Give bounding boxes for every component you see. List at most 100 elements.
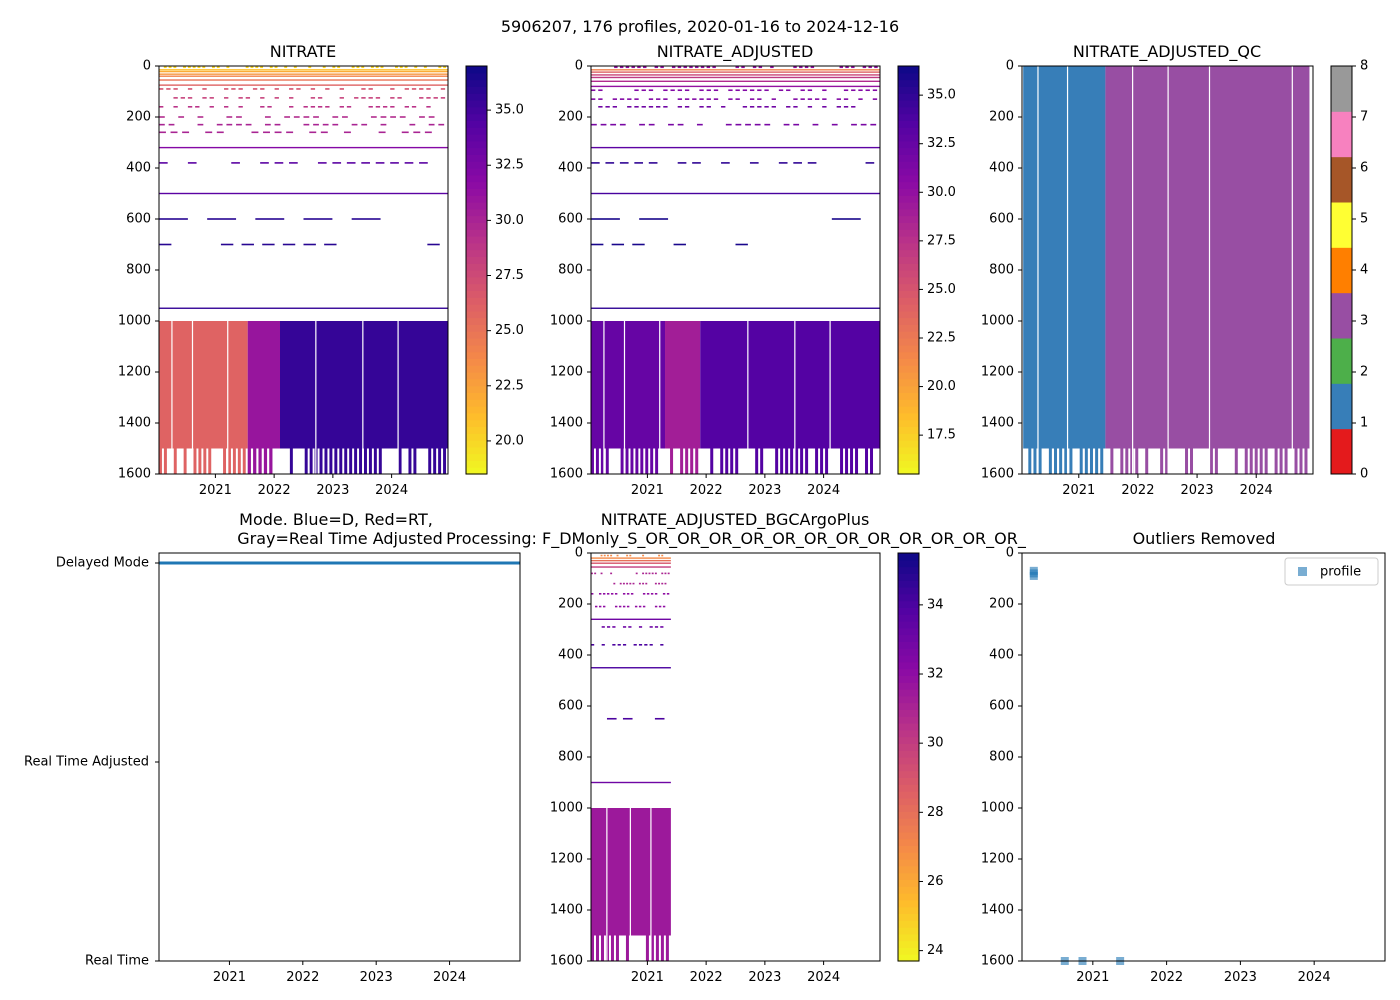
deep-tail xyxy=(433,448,437,474)
sample-dot xyxy=(598,98,603,100)
colorbar-tick-label: 32 xyxy=(927,667,944,682)
sample-dot xyxy=(749,106,755,108)
sample-dot xyxy=(159,131,166,134)
sample-dot xyxy=(695,66,699,69)
deep-tail xyxy=(650,448,654,474)
sample-dot xyxy=(159,243,172,246)
y-tick-label: 400 xyxy=(558,648,583,663)
sample-dot xyxy=(351,66,355,69)
qc-colorbar-tick-label: 3 xyxy=(1360,314,1368,329)
sample-dot xyxy=(226,116,233,118)
colorbar-step xyxy=(898,702,919,710)
deep-tail xyxy=(730,448,734,474)
sample-dot xyxy=(324,243,337,246)
sample-dot xyxy=(648,106,654,108)
colorbar-step xyxy=(898,446,919,455)
sample-dot xyxy=(322,123,329,126)
sample-line xyxy=(591,307,880,309)
colorbar-step xyxy=(898,621,919,629)
colorbar-tick-label: 30.0 xyxy=(495,213,524,228)
sample-dot xyxy=(843,98,849,100)
deep-tail xyxy=(805,448,809,474)
colorbar-step xyxy=(898,174,919,183)
sample-dot xyxy=(713,89,719,92)
sample-dot xyxy=(236,123,242,126)
sample-dot xyxy=(603,554,606,557)
y-tick-label: 800 xyxy=(989,263,1014,278)
deep-block xyxy=(247,321,281,449)
deep-tail xyxy=(595,935,599,961)
sample-dot xyxy=(361,162,370,164)
colorbar-tick-label: 25.0 xyxy=(495,323,524,338)
sample-dot xyxy=(654,605,658,608)
deep-tail xyxy=(413,448,417,474)
sample-dot xyxy=(317,162,327,164)
deep-tail xyxy=(645,448,649,474)
colorbar-step xyxy=(898,79,919,87)
qc-tail xyxy=(1249,448,1253,474)
colorbar-step xyxy=(898,893,919,901)
sample-dot xyxy=(594,605,598,608)
deep-tail xyxy=(324,448,328,474)
colorbar-step xyxy=(898,627,919,636)
y-tick-label: 1000 xyxy=(118,314,151,329)
sample-dot xyxy=(684,98,690,100)
sample-dot xyxy=(793,66,797,69)
colorbar-tick-label: 22.5 xyxy=(495,378,524,393)
nitrate-panel: 2021 2022 2023 2024 0 200 400 600 800 1000 1200 140… xyxy=(118,59,524,499)
sample-dot xyxy=(361,88,366,90)
figure-title: 5906207, 176 profiles, 2020-01-16 to 202… xyxy=(501,17,899,36)
colorbar-step xyxy=(898,276,919,285)
x-tick-label: 2022 xyxy=(1121,483,1154,498)
colorbar-step xyxy=(898,648,919,656)
deep-tail xyxy=(780,448,784,474)
colorbar-step xyxy=(898,304,919,312)
deep-block xyxy=(700,321,880,449)
colorbar-step xyxy=(466,242,487,251)
sample-dot xyxy=(231,88,236,90)
colorbar-step xyxy=(466,195,487,203)
sample-dot xyxy=(735,243,748,246)
qc-tail xyxy=(1084,448,1088,474)
colorbar-step xyxy=(898,426,919,434)
x-tick-label: 2024 xyxy=(1298,970,1331,985)
colorbar-step xyxy=(898,940,919,948)
colorbar-step xyxy=(466,385,487,393)
sample-dot xyxy=(317,97,323,99)
sample-dot xyxy=(591,572,593,575)
sample-dot xyxy=(650,593,654,595)
sample-dot xyxy=(696,123,703,126)
y-tick-label: 1000 xyxy=(981,801,1014,816)
sample-dot xyxy=(173,97,178,99)
sample-dot xyxy=(313,123,319,126)
sample-dot xyxy=(735,89,740,92)
sample-dot xyxy=(851,106,856,108)
sample-dot xyxy=(660,626,664,628)
qc-tail xyxy=(1130,448,1134,474)
sample-dot xyxy=(317,106,323,108)
sample-dot xyxy=(712,66,716,69)
deep-tail xyxy=(605,448,609,474)
colorbar-step xyxy=(898,743,919,751)
y-tick-label: 600 xyxy=(126,212,151,227)
colorbar-step xyxy=(898,729,919,738)
legend-label: profile xyxy=(1320,565,1361,580)
y-tick-label: 200 xyxy=(558,597,583,612)
sample-dot xyxy=(159,218,188,220)
sample-dot xyxy=(382,106,388,108)
colorbar-step xyxy=(898,147,919,155)
sample-dot xyxy=(262,243,275,246)
colorbar-step xyxy=(466,331,487,339)
sample-dot xyxy=(619,162,629,164)
sample-dot xyxy=(605,106,610,108)
sample-dot xyxy=(168,66,172,69)
sample-dot xyxy=(648,162,658,164)
sample-dot xyxy=(814,98,820,100)
sample-dot xyxy=(606,593,610,595)
sample-dot xyxy=(634,605,638,608)
qc-colorbar-cell xyxy=(1331,202,1352,248)
colorbar-step xyxy=(898,587,919,595)
sample-dot xyxy=(664,572,667,575)
sample-dot xyxy=(764,89,769,92)
colorbar-step xyxy=(898,406,919,414)
